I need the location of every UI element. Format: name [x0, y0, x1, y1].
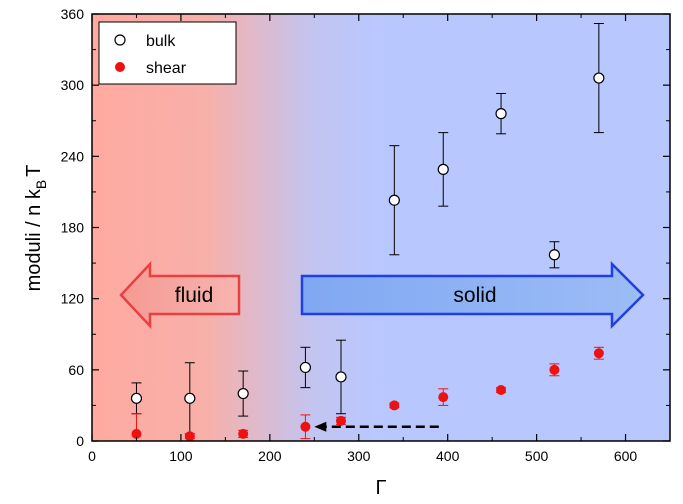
shear-point [593, 348, 604, 359]
shear-point [131, 428, 142, 439]
y-tick-label: 120 [61, 291, 85, 307]
shear-point [335, 415, 346, 426]
y-axis-title-main: moduli / n k [23, 188, 45, 291]
x-tick-label: 100 [169, 448, 193, 464]
x-tick-label: 500 [525, 448, 549, 464]
bulk-point [388, 194, 400, 206]
legend-box [98, 21, 237, 85]
y-tick-label: 180 [61, 220, 85, 236]
bulk-point [130, 392, 143, 404]
shear-point [549, 364, 560, 375]
x-axis-title: Γ [375, 477, 386, 499]
fluid-arrow [119, 260, 241, 330]
legend-bulk-marker [114, 34, 126, 46]
bulk-point [299, 361, 312, 374]
legend-shear-marker [115, 62, 125, 72]
bulk-point [495, 108, 507, 120]
y-tick-label: 240 [61, 148, 85, 164]
y-axis-title-tail: T [23, 165, 45, 177]
legend-shear-label: shear [146, 60, 187, 77]
y-tick-label: 360 [61, 6, 85, 22]
y-axis-title: moduli / n kBT [23, 165, 49, 292]
bulk-point [548, 249, 561, 261]
shear-point [496, 384, 507, 395]
bulk-point [335, 371, 347, 383]
solid-label: solid [453, 284, 496, 307]
shear-point [300, 421, 311, 432]
y-tick-label: 0 [76, 433, 84, 449]
bulk-point [593, 72, 605, 84]
y-tick-label: 300 [61, 77, 85, 93]
bulk-point [237, 387, 249, 400]
shear-point [184, 431, 195, 442]
shear-point [389, 400, 400, 411]
legend-bulk-label: bulk [146, 33, 176, 50]
shear-point [238, 428, 249, 439]
x-tick-label: 300 [347, 448, 371, 464]
bulk-point [184, 392, 196, 404]
x-tick-label: 200 [258, 448, 282, 464]
annotation-arrowhead [314, 421, 327, 432]
shear-point [438, 392, 449, 403]
x-tick-label: 400 [436, 448, 460, 464]
fluid-label: fluid [175, 284, 214, 307]
legend: bulk shear [98, 21, 237, 85]
bulk-point [437, 163, 449, 175]
plot-background [92, 14, 670, 441]
x-tick-label: 600 [614, 448, 638, 464]
solid-arrow [300, 260, 645, 330]
y-axis-title-sub: B [33, 180, 49, 189]
x-tick-label: 0 [88, 448, 96, 464]
y-tick-label: 60 [68, 362, 84, 378]
